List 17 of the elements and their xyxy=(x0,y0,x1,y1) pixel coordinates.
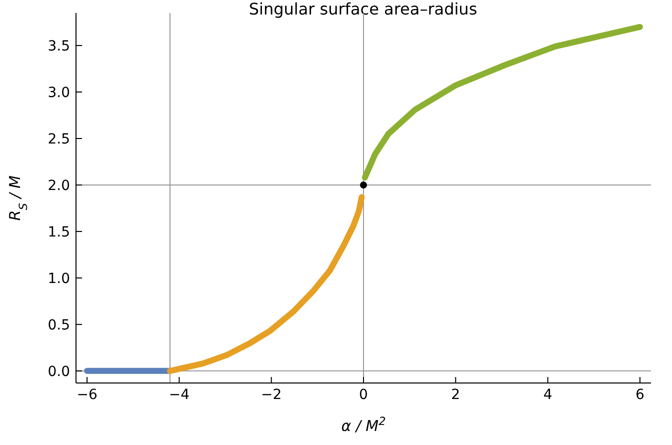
x-axis-title: α / M$^{2}$ xyxy=(341,414,386,435)
y-tick-label: 3.0 xyxy=(48,84,70,101)
x-tick-label: 2 xyxy=(451,386,460,403)
y-tick-label: 1.5 xyxy=(48,224,70,240)
x-tick-label: 6 xyxy=(635,386,644,403)
x-tick-label: −6 xyxy=(76,386,98,403)
x-tick-label: −4 xyxy=(168,386,190,403)
y-tick-label: 0.0 xyxy=(48,364,70,380)
x-tick-label: −2 xyxy=(261,386,282,403)
x-tick-label: 4 xyxy=(543,386,552,403)
y-tick-label: 2.0 xyxy=(48,178,70,194)
y-tick-label: 2.5 xyxy=(48,131,70,148)
y-tick-label: 3.5 xyxy=(48,38,70,55)
y-tick-label: 1.0 xyxy=(48,270,70,287)
y-tick-label: 0.5 xyxy=(48,317,70,334)
chart-title: Singular surface area–radius xyxy=(248,0,478,18)
x-tick-label: 0 xyxy=(359,386,368,403)
